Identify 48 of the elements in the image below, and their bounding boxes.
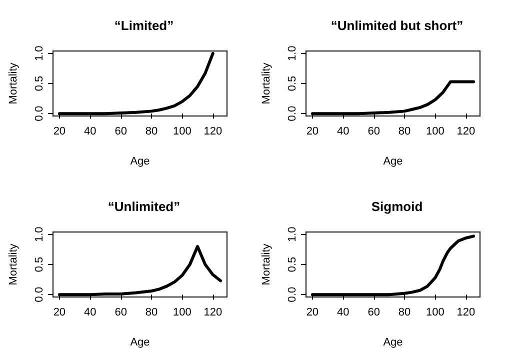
x-tick-label: 40 — [84, 126, 96, 138]
chart-title: “Unlimited but short” — [330, 18, 464, 33]
y-axis-title: Mortality — [8, 62, 20, 104]
x-tick-label: 80 — [398, 306, 411, 318]
x-tick-label: 100 — [173, 126, 192, 138]
x-axis-title: Age — [383, 336, 403, 348]
x-tick-label: 60 — [114, 306, 127, 318]
x-tick-label: 120 — [456, 126, 476, 138]
y-axis-title: Mortality — [260, 242, 272, 285]
y-tick-label: 0.5 — [34, 256, 46, 272]
x-tick-label: 120 — [204, 306, 222, 318]
y-tick-label: 0.5 — [34, 76, 46, 92]
x-tick-label: 20 — [53, 306, 66, 318]
y-axis-title: Mortality — [260, 62, 272, 104]
x-tick-label: 60 — [368, 126, 380, 138]
x-tick-label: 100 — [173, 306, 192, 318]
x-tick-label: 20 — [306, 306, 319, 318]
x-tick-label: 40 — [337, 126, 350, 138]
x-tick-label: 100 — [426, 306, 444, 318]
y-tick-label: 0.0 — [34, 286, 46, 302]
x-tick-label: 40 — [84, 306, 96, 318]
y-tick-label: 0.0 — [286, 106, 298, 122]
x-tick-label: 80 — [398, 126, 411, 138]
x-tick-label: 80 — [145, 126, 158, 138]
y-tick-label: 1.0 — [34, 226, 46, 242]
y-tick-label: 0.5 — [286, 76, 298, 92]
x-tick-label: 120 — [204, 126, 222, 138]
y-tick-label: 1.0 — [286, 226, 298, 242]
x-tick-label: 20 — [306, 126, 319, 138]
x-tick-label: 60 — [368, 306, 380, 318]
x-axis-title: Age — [130, 336, 150, 348]
x-tick-label: 60 — [114, 126, 127, 138]
x-tick-label: 100 — [426, 126, 444, 138]
x-axis-title: Age — [130, 156, 150, 168]
x-tick-label: 120 — [456, 306, 476, 318]
chart-title: Sigmoid — [371, 198, 423, 214]
y-tick-label: 0.5 — [286, 256, 298, 272]
y-tick-label: 0.0 — [34, 106, 46, 122]
y-axis-title: Mortality — [8, 242, 20, 285]
x-axis-title: Age — [383, 156, 403, 168]
chart-title: “Limited” — [114, 18, 174, 33]
y-tick-label: 1.0 — [286, 46, 298, 62]
x-tick-label: 20 — [53, 126, 66, 138]
chart-title: “Unlimited” — [108, 198, 180, 214]
x-tick-label: 80 — [145, 306, 158, 318]
y-tick-label: 1.0 — [34, 46, 46, 62]
x-tick-label: 40 — [337, 306, 350, 318]
y-tick-label: 0.0 — [286, 286, 298, 302]
